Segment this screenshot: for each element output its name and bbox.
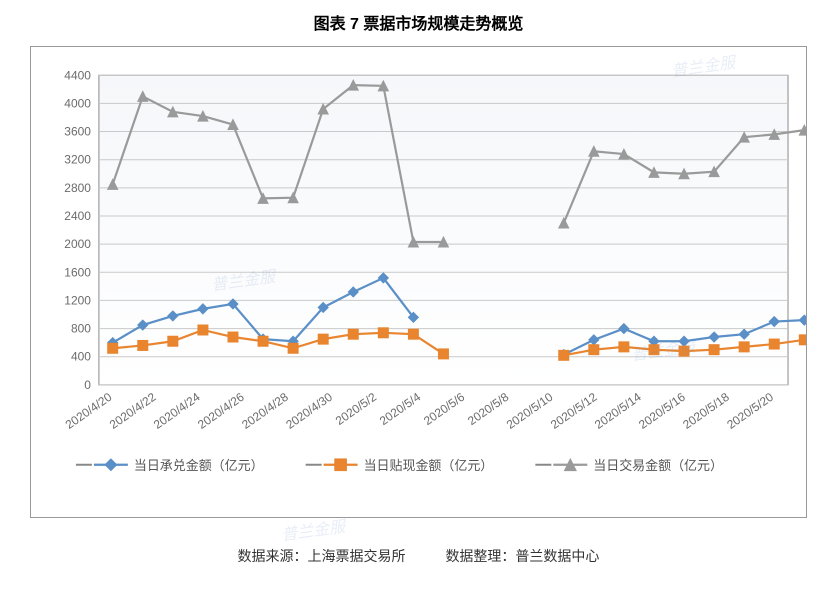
- svg-text:2800: 2800: [64, 181, 91, 195]
- svg-text:2020/5/2: 2020/5/2: [333, 390, 379, 428]
- svg-text:2020/5/12: 2020/5/12: [548, 390, 600, 432]
- chart-container: 0 400 800 1200 1600 2000 2400 2800 3200 3600 4000 4…: [30, 46, 807, 518]
- svg-text:2020/4/28: 2020/4/28: [239, 390, 291, 432]
- svg-text:2020/5/4: 2020/5/4: [377, 390, 423, 428]
- svg-text:当日承兑金额（亿元）: 当日承兑金额（亿元）: [134, 458, 264, 473]
- svg-text:2000: 2000: [64, 237, 91, 251]
- svg-text:当日交易金额（亿元）: 当日交易金额（亿元）: [593, 458, 723, 473]
- svg-text:2020/5/20: 2020/5/20: [724, 390, 776, 432]
- svg-text:0: 0: [84, 378, 91, 392]
- svg-text:2020/4/24: 2020/4/24: [151, 390, 203, 432]
- svg-text:1600: 1600: [64, 265, 91, 279]
- svg-text:2020/4/20: 2020/4/20: [63, 390, 115, 432]
- svg-text:400: 400: [71, 350, 91, 364]
- svg-text:800: 800: [71, 322, 91, 336]
- source-label: 数据来源：上海票据交易所: [238, 548, 406, 564]
- svg-text:2400: 2400: [64, 209, 91, 223]
- svg-text:4000: 4000: [64, 96, 91, 110]
- line-chart: 0 400 800 1200 1600 2000 2400 2800 3200 3600 4000 4…: [31, 47, 806, 517]
- svg-text:2020/5/14: 2020/5/14: [592, 390, 644, 432]
- svg-text:2020/5/18: 2020/5/18: [680, 390, 732, 432]
- svg-text:2020/4/30: 2020/4/30: [283, 390, 335, 432]
- svg-text:3600: 3600: [64, 125, 91, 139]
- svg-text:2020/4/26: 2020/4/26: [195, 390, 247, 432]
- svg-text:2020/5/16: 2020/5/16: [636, 390, 688, 432]
- watermark: 普兰金服: [280, 513, 347, 546]
- svg-text:2020/4/22: 2020/4/22: [107, 390, 159, 432]
- svg-text:当日贴现金额（亿元）: 当日贴现金额（亿元）: [364, 458, 494, 473]
- chart-title: 图表 7 票据市场规模走势概览: [30, 10, 807, 34]
- org-label: 数据整理：普兰数据中心: [445, 548, 599, 564]
- svg-text:4400: 4400: [64, 68, 91, 82]
- svg-text:2020/5/10: 2020/5/10: [504, 390, 556, 432]
- svg-text:2020/5/6: 2020/5/6: [421, 390, 467, 428]
- svg-text:3200: 3200: [64, 153, 91, 167]
- chart-footer: 数据来源：上海票据交易所 数据整理：普兰数据中心: [30, 546, 807, 566]
- svg-text:1200: 1200: [64, 293, 91, 307]
